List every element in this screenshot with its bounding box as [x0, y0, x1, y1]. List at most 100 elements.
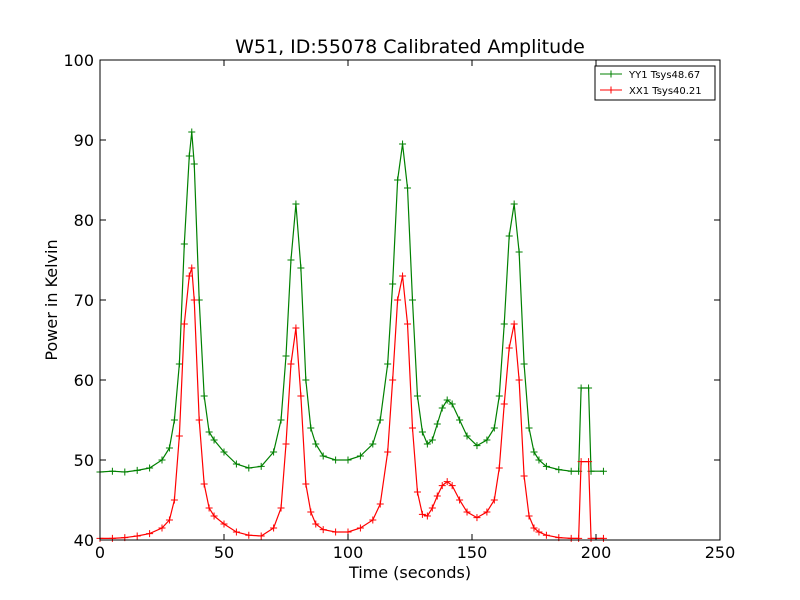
data-point [520, 472, 528, 480]
data-point [319, 452, 327, 460]
data-point [302, 376, 310, 384]
data-point [423, 512, 431, 520]
data-point [133, 532, 141, 540]
data-point [473, 514, 481, 522]
y-tick-label: 70 [74, 291, 94, 310]
y-axis-title: Power in Kelvin [42, 239, 61, 360]
data-point [490, 496, 498, 504]
data-point [438, 482, 446, 490]
data-point [282, 440, 290, 448]
data-point [175, 360, 183, 368]
data-point [356, 452, 364, 460]
data-point [188, 128, 196, 136]
data-point [525, 424, 533, 432]
data-point [438, 404, 446, 412]
x-tick-label: 200 [581, 543, 612, 562]
data-point [245, 531, 253, 539]
data-point [302, 480, 310, 488]
data-point [205, 504, 213, 512]
data-point [389, 280, 397, 288]
data-point [500, 320, 508, 328]
data-point [399, 272, 407, 280]
data-point [408, 424, 416, 432]
data-point [542, 462, 550, 470]
data-point [418, 428, 426, 436]
data-point [282, 352, 290, 360]
data-point [384, 448, 392, 456]
y-tick-label: 100 [63, 51, 94, 70]
data-point [515, 376, 523, 384]
ticks-layer: 0 50 100 150 200 250 40 50 60 70 80 90 100 [63, 51, 735, 562]
data-point [307, 508, 315, 516]
data-point [448, 482, 456, 490]
data-point [463, 432, 471, 440]
data-point [535, 528, 543, 536]
data-point [495, 464, 503, 472]
data-point [443, 478, 451, 486]
series-xx1 [96, 264, 607, 542]
data-point [404, 320, 412, 328]
data-point [287, 256, 295, 264]
data-point [185, 272, 193, 280]
data-point [384, 360, 392, 368]
x-tick-label: 100 [333, 543, 364, 562]
data-point [121, 468, 129, 476]
data-point [292, 324, 300, 332]
data-point [312, 520, 320, 528]
data-point [344, 456, 352, 464]
data-point [158, 456, 166, 464]
data-point [428, 436, 436, 444]
data-point [456, 416, 464, 424]
data-point [577, 458, 585, 466]
data-point [510, 320, 518, 328]
data-point [567, 534, 575, 542]
data-point [165, 444, 173, 452]
data-point [500, 400, 508, 408]
x-tick-label: 250 [705, 543, 736, 562]
data-point [307, 424, 315, 432]
data-point [257, 462, 265, 470]
data-point [297, 264, 305, 272]
data-point [232, 460, 240, 468]
data-point [542, 531, 550, 539]
data-point [394, 176, 402, 184]
data-point [195, 416, 203, 424]
data-point [356, 524, 364, 532]
data-point [369, 440, 377, 448]
data-point [108, 467, 116, 475]
data-point [185, 152, 193, 160]
data-point [555, 466, 563, 474]
data-point [585, 458, 593, 466]
data-point [585, 384, 593, 392]
data-point [146, 530, 154, 538]
data-point [376, 416, 384, 424]
series-line [100, 267, 604, 540]
data-point [312, 440, 320, 448]
data-point [200, 480, 208, 488]
data-point [443, 396, 451, 404]
data-point [165, 516, 173, 524]
data-point [530, 448, 538, 456]
data-point [483, 436, 491, 444]
data-point [587, 534, 595, 542]
data-point [433, 420, 441, 428]
data-point [490, 424, 498, 432]
data-point [399, 140, 407, 148]
data-point [418, 510, 426, 518]
data-point [535, 456, 543, 464]
data-point [376, 500, 384, 508]
y-tick-label: 40 [74, 531, 94, 550]
series-layer [96, 128, 607, 542]
legend: YY1 Tsys48.67 XX1 Tsys40.21 [594, 65, 716, 101]
legend-label-xx1: XX1 Tsys40.21 [629, 86, 702, 97]
data-point [170, 416, 178, 424]
x-tick-label: 150 [457, 543, 488, 562]
data-point [175, 432, 183, 440]
data-point [413, 488, 421, 496]
data-point [530, 524, 538, 532]
data-point [232, 528, 240, 536]
data-point [599, 534, 607, 542]
data-point [515, 248, 523, 256]
data-point [257, 532, 265, 540]
